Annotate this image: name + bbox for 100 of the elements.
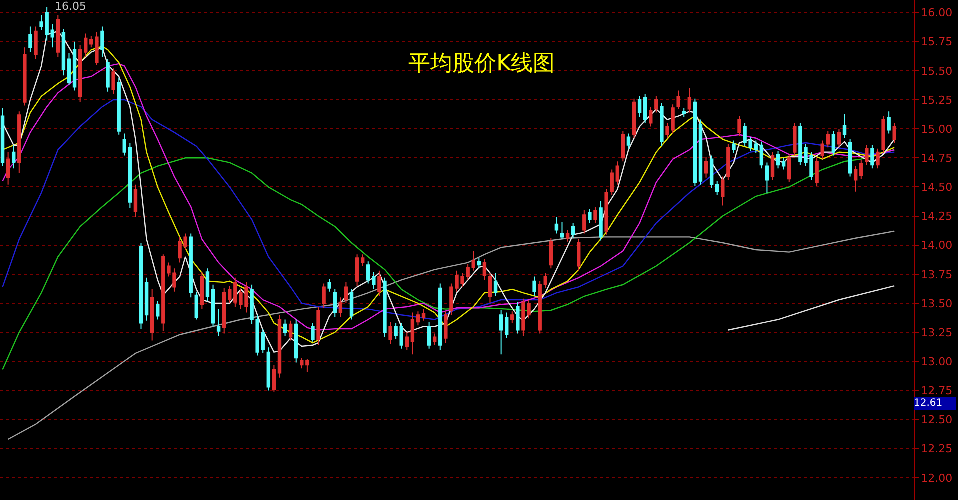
line-series: [728, 285, 896, 331]
candlestick: [328, 278, 332, 292]
candlestick: [311, 322, 315, 342]
candlestick: [444, 311, 448, 344]
candlestick: [6, 152, 10, 186]
candlestick: [638, 96, 642, 118]
candlestick: [482, 258, 487, 281]
candlestick: [366, 261, 370, 284]
candlestick: [510, 311, 514, 324]
y-tick-label: 15.00: [921, 122, 953, 136]
candlestick: [266, 347, 271, 392]
candlestick: [288, 320, 293, 342]
candlestick: [566, 230, 570, 242]
candlestick: [554, 216, 559, 234]
candlestick: [770, 152, 775, 181]
y-tick-label: 12.00: [921, 472, 953, 485]
candlestick: [383, 277, 387, 338]
candlestick: [488, 272, 492, 304]
candlestick: [350, 289, 354, 320]
candlestick: [688, 88, 692, 114]
candlestick: [18, 111, 22, 174]
y-tick-label: 14.50: [921, 181, 953, 194]
candlestick: [100, 26, 104, 58]
candlestick: [715, 180, 720, 196]
candlestick: [698, 119, 703, 186]
candlestick: [544, 272, 548, 289]
candlestick: [754, 140, 758, 154]
text: 平均股价K线图: [408, 52, 556, 77]
candlestick: [738, 116, 742, 137]
candlestick: [626, 133, 631, 150]
candlestick: [28, 26, 32, 53]
candlestick: [139, 242, 144, 330]
text: 12.61: [914, 398, 943, 409]
candlestick: [211, 284, 216, 328]
candlestick: [765, 162, 770, 194]
candlestick: [228, 286, 232, 304]
candlestick: [649, 106, 653, 128]
candlestick: [344, 282, 348, 304]
candlestick: [594, 206, 598, 224]
candlestick: [582, 210, 586, 234]
candlestick: [23, 47, 27, 106]
candlestick: [660, 102, 664, 148]
candlestick: [316, 306, 320, 346]
candlestick: [0, 108, 5, 167]
candlestick: [50, 24, 54, 48]
candlestick: [278, 314, 282, 378]
candlestick: [405, 332, 409, 350]
candlestick: [194, 291, 199, 320]
candlestick: [422, 308, 426, 322]
candlestick: [62, 28, 66, 76]
candlestick: [610, 169, 614, 196]
y-tick-label: 15.75: [921, 36, 953, 49]
candlestick: [782, 158, 786, 170]
candlestick: [388, 322, 392, 345]
y-tick-label: 15.25: [921, 94, 953, 107]
candlestick: [710, 155, 714, 189]
candlestick: [560, 222, 564, 240]
candlestick: [499, 310, 504, 356]
candlestick: [577, 239, 581, 272]
candlestick: [438, 283, 442, 350]
line-series: [2, 99, 896, 320]
candlestick: [67, 52, 72, 86]
candlestick: [360, 254, 365, 267]
candlestick: [144, 277, 149, 322]
candlestick: [820, 140, 824, 160]
candlestick: [616, 161, 620, 186]
y-tick-label: 13.25: [921, 326, 953, 340]
y-tick-label: 12.50: [921, 414, 953, 427]
candlestick: [472, 250, 476, 272]
candlestick: [150, 289, 154, 342]
candlestick: [122, 133, 126, 156]
candlestick: [721, 176, 725, 206]
candlestick: [516, 302, 520, 334]
candlestick: [876, 148, 880, 170]
candlestick: [333, 289, 337, 318]
candlestick: [355, 254, 360, 287]
candlestick: [432, 333, 437, 346]
y-tick-label: 12.75: [921, 384, 953, 398]
candlestick: [294, 319, 298, 364]
candlestick: [788, 154, 792, 184]
candlestick: [604, 189, 608, 236]
candlestick: [892, 122, 896, 144]
candlestick: [283, 319, 288, 337]
candlestick: [72, 41, 77, 92]
candlestick: [410, 312, 415, 356]
candlestick: [427, 322, 432, 350]
candlestick: [887, 111, 891, 134]
y-tick-label: 14.75: [921, 152, 953, 165]
candlestick: [416, 311, 420, 326]
candlestick: [538, 280, 542, 334]
candlestick: [776, 150, 780, 170]
candlestick: [848, 139, 852, 178]
candlestick: [832, 130, 836, 156]
candlestick: [477, 258, 482, 270]
candlestick: [400, 322, 404, 350]
candlestick: [372, 272, 376, 290]
candlestick: [599, 200, 603, 242]
y-tick-label: 15.50: [921, 64, 953, 78]
candlestick: [621, 130, 626, 162]
line-series: [2, 149, 896, 370]
